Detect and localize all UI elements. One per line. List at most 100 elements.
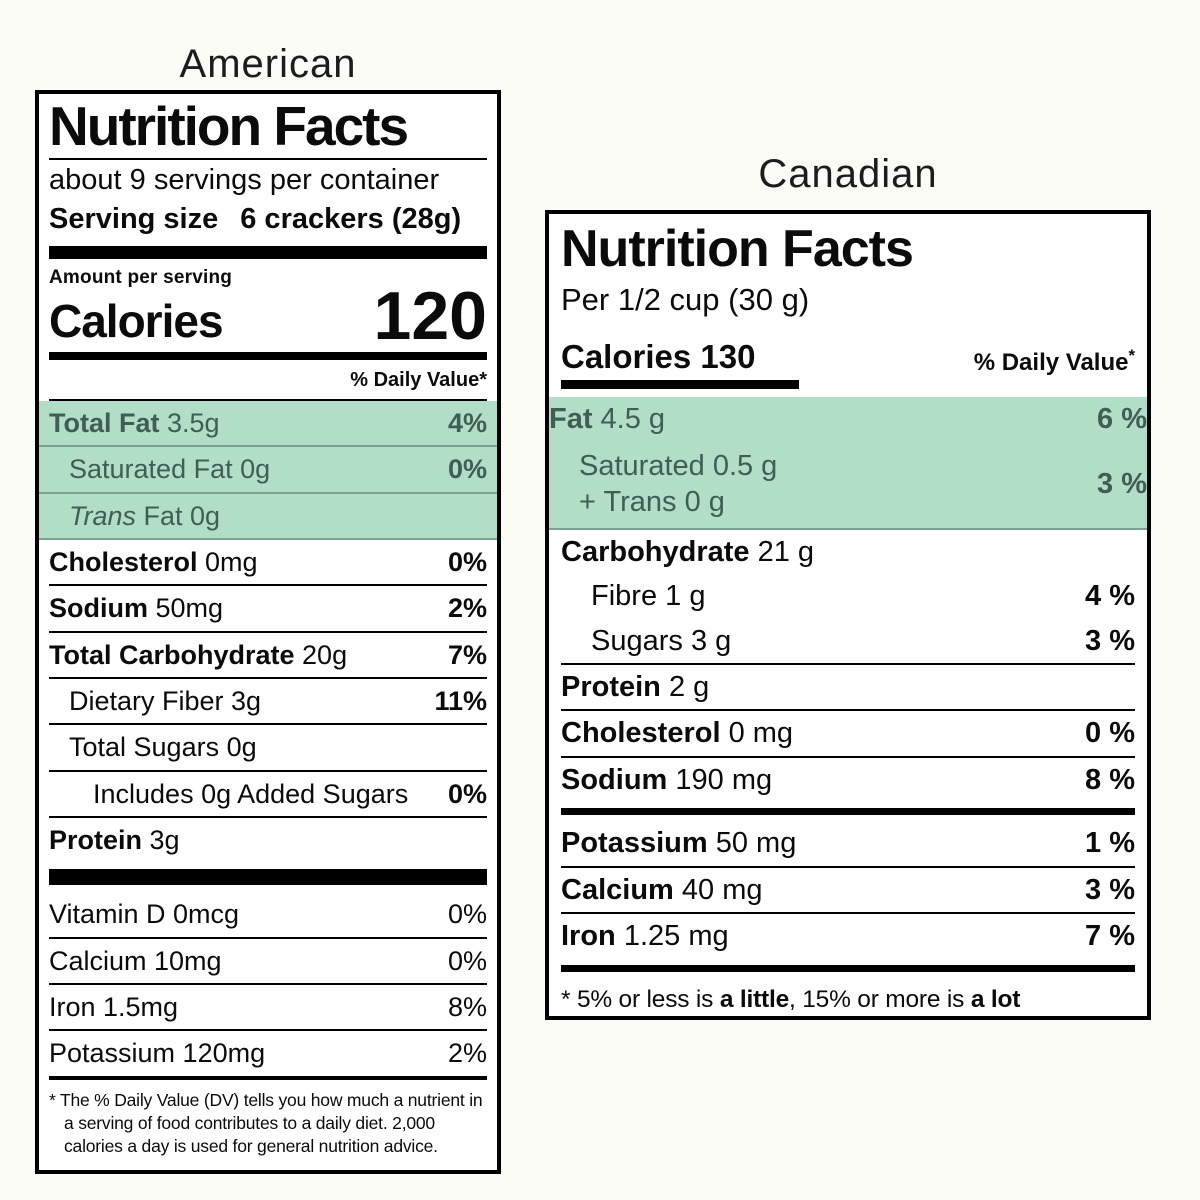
nutrient-value: 2%: [447, 593, 487, 624]
nutrient-row: Protein 3g: [49, 818, 487, 862]
nutrient-row: Cholesterol 0 mg 0 %: [561, 711, 1135, 758]
nutrient-row: Total Fat 3.5g 4%: [39, 400, 497, 448]
nutrient-name: Calcium 10mg: [49, 947, 222, 975]
nutrient-name-rest: Fat 0g: [136, 500, 221, 531]
nutrient-row: Carbohydrate 21 g: [561, 530, 1135, 574]
nutrient-row: Cholesterol 0mg 0%: [49, 540, 487, 587]
nutrient-row: Includes 0g Added Sugars 0%: [49, 772, 487, 818]
nutrient-name: Includes 0g Added Sugars: [49, 779, 408, 808]
nutrient-row: Calcium 40 mg 3 %: [561, 868, 1135, 915]
amount-per-serving-label: Amount per serving: [49, 267, 233, 289]
serving-size-label: Serving size: [49, 203, 219, 236]
nutrient-name-rest: 3.5g: [159, 407, 220, 438]
nutrient-name-bold: Cholesterol: [49, 546, 198, 577]
daily-value-text: % Daily Value: [973, 348, 1129, 376]
nutrient-name-rest: Dietary Fiber 3g: [69, 685, 262, 716]
nutrient-name-rest: 4.5 g: [592, 402, 666, 435]
nutrient-name: Iron 1.5mg: [49, 993, 178, 1021]
nutrient-row: Fibre 1 g 4 %: [561, 574, 1135, 618]
nutrient-name: Calcium 40 mg: [561, 875, 763, 905]
nutrient-name-rest: 40 mg: [673, 873, 763, 906]
nutrient-name: Saturated 0.5 g + Trans 0 g: [549, 448, 777, 521]
nutrient-row: Total Sugars 0g: [49, 725, 487, 772]
nutrient-name: Cholesterol 0 mg: [561, 718, 793, 748]
thick-divider-bar: [49, 246, 487, 260]
nutrient-value: 8 %: [1085, 763, 1135, 796]
thick-divider-bar: [561, 964, 1135, 972]
nutrient-row: Saturated Fat 0g 0%: [39, 447, 497, 494]
thick-divider-bar: [561, 808, 1135, 816]
nutrient-value: 4 %: [1085, 580, 1135, 613]
daily-value-header: % Daily Value*: [974, 346, 1135, 389]
nutrient-name: Sodium 190 mg: [561, 765, 772, 795]
nutrient-value: 0%: [447, 454, 487, 485]
nutrient-row: Protein 2 g: [561, 665, 1135, 712]
daily-value-header: % Daily Value*: [49, 360, 487, 401]
nutrient-name: Total Sugars 0g: [49, 733, 257, 761]
nutrient-value: 0%: [447, 778, 487, 809]
calories-row: Calories 130 % Daily Value*: [561, 328, 1135, 389]
nutrient-value: 7 %: [1085, 920, 1135, 953]
nutrient-value: 2%: [447, 1038, 487, 1069]
nutrient-name: Total Carbohydrate 20g: [49, 639, 348, 670]
nutrient-name: Total Fat 3.5g: [49, 409, 220, 437]
nutrient-name: Carbohydrate 21 g: [561, 535, 815, 568]
serving-size-row: Serving size 6 crackers (28g): [49, 200, 487, 238]
nutrient-name: Protein 2 g: [561, 672, 709, 702]
nutrient-name-bold: Fat: [549, 402, 593, 435]
nutrient-name-bold: Protein: [49, 825, 143, 855]
nutrient-name-rest: 190 mg: [667, 763, 773, 796]
nutrient-name: Iron 1.25 mg: [561, 921, 729, 951]
nutrient-name: Potassium 50 mg: [561, 828, 796, 858]
nutrient-name-rest: 1.25 mg: [615, 920, 729, 953]
nutrient-name-rest: Potassium 120mg: [49, 1038, 266, 1069]
footnote-text-part: , 15% or more is: [789, 985, 971, 1013]
nutrient-value: 7%: [447, 639, 487, 670]
nutrient-name: Trans Fat 0g: [49, 500, 221, 531]
thick-divider-bar: [49, 869, 487, 886]
nutrient-value: 3 %: [1085, 624, 1135, 657]
nutrient-name-rest: 3g: [142, 825, 180, 855]
nutrient-name-rest: 21 g: [749, 535, 815, 568]
nutrient-name-rest: 2 g: [660, 671, 710, 704]
nutrient-row: Potassium 120mg 2%: [49, 1031, 487, 1075]
nutrient-name-bold: Sodium: [49, 593, 148, 624]
nutrient-row: Iron 1.25 mg 7 %: [561, 914, 1135, 958]
nutrient-name-line: Saturated 0.5 g: [579, 450, 778, 483]
canadian-footnote: * 5% or less is a little, 15% or more is…: [561, 978, 1135, 1016]
nutrient-value: 6 %: [1097, 402, 1147, 435]
american-footnote: * The % Daily Value (DV) tells you how m…: [49, 1075, 487, 1158]
nutrient-value: 3 %: [1097, 468, 1147, 501]
canadian-label-title: Canadian: [758, 152, 938, 196]
nutrient-row: Calcium 10mg 0%: [49, 939, 487, 986]
nutrient-name-rest: Vitamin D 0mcg: [49, 899, 240, 930]
daily-value-asterisk: *: [1128, 345, 1135, 365]
calories-row: Calories 120: [49, 278, 487, 355]
nutrient-name-bold: Cholesterol: [561, 717, 721, 750]
footnote-text: * The % Daily Value (DV) tells you how m…: [49, 1089, 483, 1156]
nutrient-value: 0%: [447, 945, 487, 976]
footnote-text-part: a little: [719, 985, 790, 1013]
nutrient-name-bold: Sodium: [561, 763, 668, 796]
american-nutrition-label: Nutrition Facts about 9 servings per con…: [35, 90, 501, 1174]
nutrient-value: 3 %: [1085, 873, 1135, 906]
nutrient-row: Sugars 3 g 3 %: [561, 619, 1135, 666]
nutrient-name-rest: 50 mg: [707, 827, 797, 860]
nutrient-name-rest: Fibre 1 g: [591, 580, 706, 613]
calories-value: 120: [373, 278, 487, 355]
nutrient-name-bold: Carbohydrate: [561, 535, 750, 568]
nutrient-name-rest: 20g: [294, 639, 348, 670]
serving-size-value: 6 crackers (28g): [240, 203, 462, 236]
nutrient-name-bold: Total Carbohydrate: [49, 639, 295, 670]
nutrient-name-rest: Total Sugars 0g: [69, 732, 257, 763]
nutrient-name-rest: Calcium 10mg: [49, 945, 222, 976]
nutrient-name-bold: Potassium: [561, 827, 708, 860]
nutrient-name-line: + Trans 0 g: [579, 486, 725, 519]
nutrient-row: Iron 1.5mg 8%: [49, 985, 487, 1032]
nutrient-name-rest: 0 mg: [720, 717, 794, 750]
nutrient-value: 0%: [447, 899, 487, 930]
nutrient-row: Potassium 50 mg 1 %: [561, 821, 1135, 868]
nutrient-name: Sugars 3 g: [561, 625, 731, 656]
nutrient-row: Sodium 190 mg 8 %: [561, 758, 1135, 802]
nutrient-row: Vitamin D 0mcg 0%: [49, 892, 487, 939]
